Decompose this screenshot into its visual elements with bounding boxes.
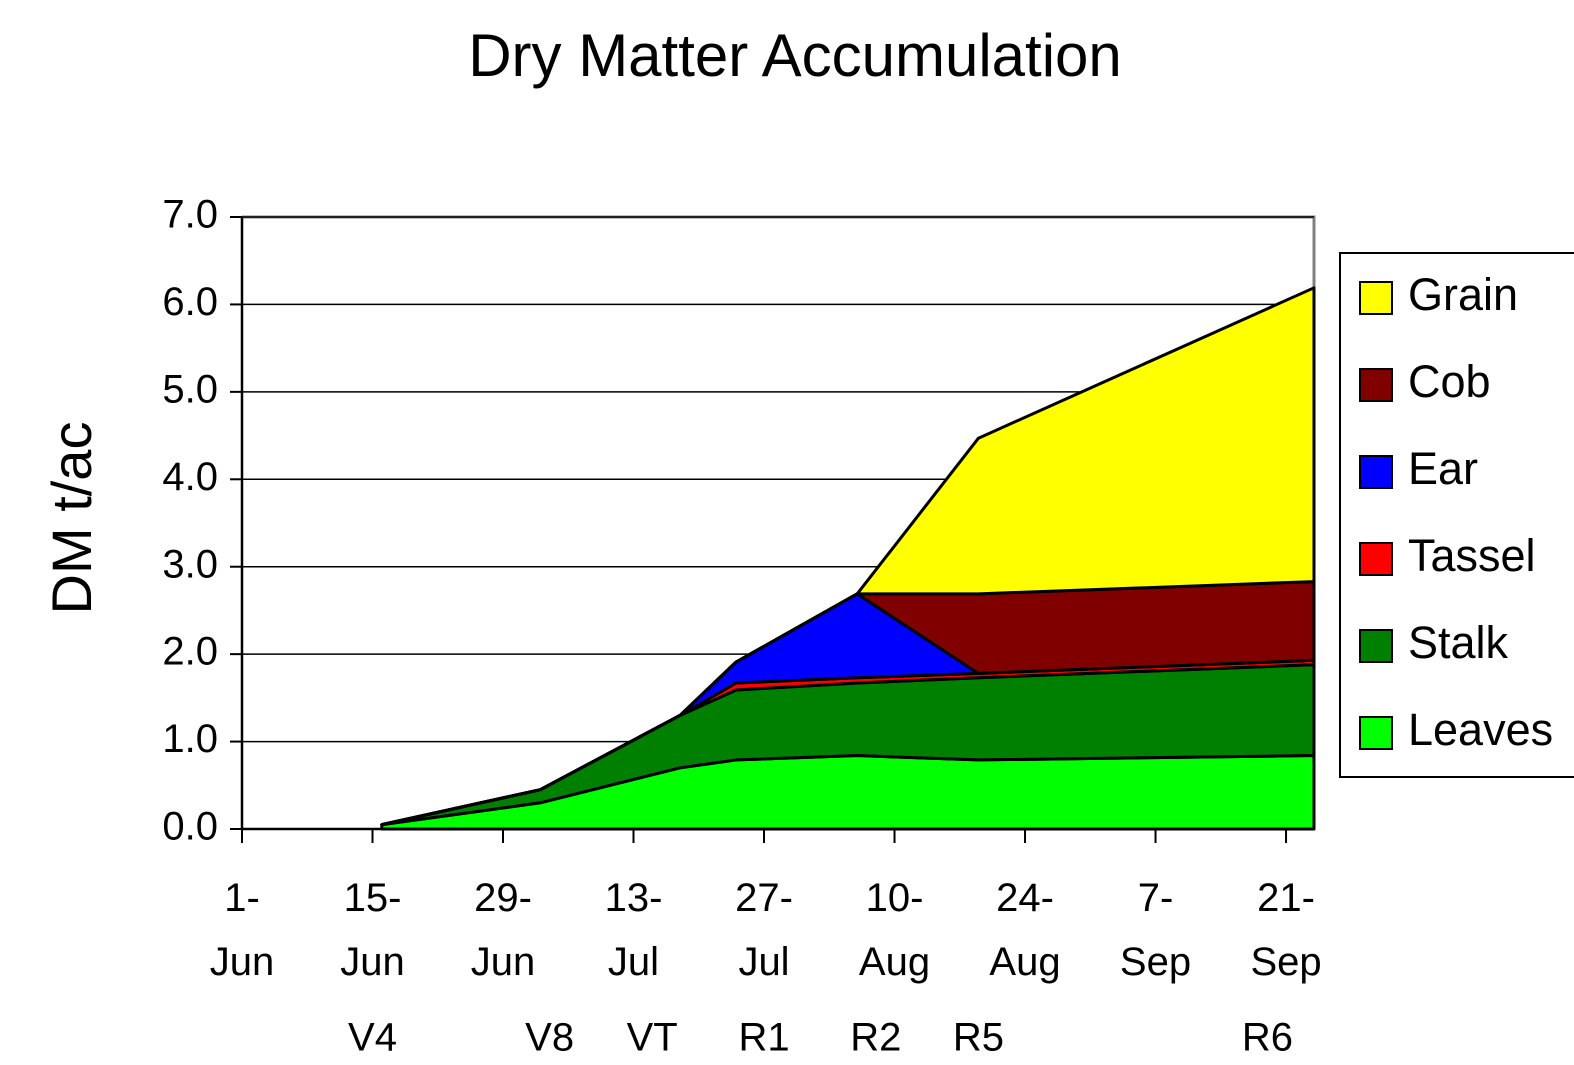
y-tick-label: 0.0 (162, 805, 218, 849)
legend-swatch (1359, 542, 1393, 576)
stage-label: R2 (850, 1016, 901, 1060)
x-tick-label: 1-Jun (209, 876, 275, 984)
stage-label: VT (627, 1016, 678, 1060)
x-tick-label: 15-Jun (340, 876, 405, 984)
legend-swatch (1359, 281, 1393, 315)
y-tick-label: 5.0 (162, 367, 218, 411)
y-tick-label: 3.0 (162, 542, 218, 586)
stage-label: R1 (738, 1016, 789, 1060)
x-tick-label: 24-Aug (989, 876, 1061, 984)
legend-swatch (1359, 368, 1393, 402)
x-tick-label: 13-Jul (604, 876, 663, 984)
legend-label: Tassel (1408, 530, 1536, 581)
area (380, 286, 1316, 827)
chart-title: Dry Matter Accumulation (468, 22, 1122, 89)
x-tick-label: 7-Sep (1119, 876, 1192, 984)
legend-label: Stalk (1408, 617, 1509, 668)
legend-label: Cob (1408, 356, 1491, 407)
y-axis-label: DM t/ac (40, 422, 103, 615)
legend-swatch (1359, 716, 1393, 750)
legend-label: Leaves (1408, 704, 1553, 755)
y-tick-label: 2.0 (162, 630, 218, 674)
stage-label: R6 (1242, 1016, 1293, 1060)
legend-swatch (1359, 629, 1393, 663)
legend-swatch (1359, 455, 1393, 489)
y-tick-label: 6.0 (162, 280, 218, 324)
y-tick-label: 4.0 (162, 455, 218, 499)
stage-label: V8 (525, 1016, 574, 1060)
y-tick-label: 1.0 (162, 717, 218, 761)
x-tick-label: 27-Jul (735, 876, 793, 984)
legend-box (1339, 252, 1574, 778)
stage-label: R5 (953, 1016, 1004, 1060)
x-tick-label: 10-Aug (858, 876, 931, 984)
legend-label: Grain (1408, 269, 1518, 320)
y-tick-label: 7.0 (162, 193, 218, 237)
legend-label: Ear (1408, 443, 1478, 494)
stage-label: V4 (348, 1016, 397, 1060)
x-tick-label: 29-Jun (470, 876, 536, 984)
x-tick-label: 21-Sep (1250, 876, 1322, 984)
